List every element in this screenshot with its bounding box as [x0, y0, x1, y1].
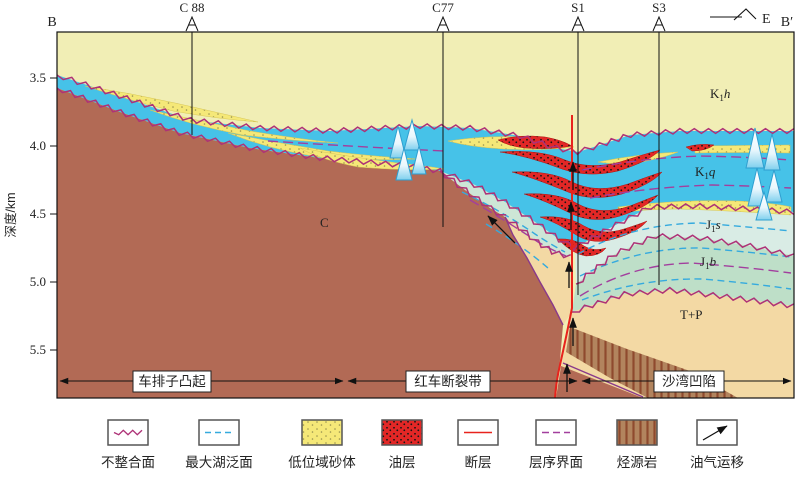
unconformity-line — [439, 170, 794, 252]
unit-label-tp: T+P — [680, 307, 703, 322]
migration-arrows — [487, 161, 577, 392]
unconformity-line — [575, 232, 794, 285]
zone-label-box — [653, 370, 725, 393]
unconformity-icon — [113, 429, 143, 436]
fan-delta-icon — [755, 190, 773, 221]
unconformity-line — [572, 286, 794, 313]
legend-swatch-lowstand-sand — [301, 419, 343, 446]
zone-spans: 车排子凸起 红车断裂带 沙湾凹陷 — [59, 370, 792, 393]
zone-label: 沙湾凹陷 — [662, 373, 716, 389]
well-derrick-icon — [652, 15, 666, 32]
legend-label: 烃源岩 — [617, 455, 658, 470]
unconformity-lines — [57, 74, 794, 313]
legend-label: 不整合面 — [101, 455, 155, 470]
sequence-boundary-line — [579, 262, 792, 297]
sequence-boundary-line — [267, 140, 446, 152]
unit-label-k1q: K1q — [695, 164, 716, 181]
section-body — [57, 32, 794, 398]
max-flooding-line — [579, 247, 792, 277]
well-derrick-icon — [436, 15, 450, 32]
fan-delta-icon — [745, 127, 765, 169]
sand-lens — [149, 109, 339, 144]
well-bores — [191, 32, 660, 295]
well-derrick-icon — [185, 15, 199, 32]
zone-label: 车排子凸起 — [138, 373, 206, 389]
max-flooding-line — [577, 222, 792, 255]
well-derrick-icon — [571, 15, 585, 32]
unconformity-line — [57, 87, 507, 216]
sequence-boundary-line — [589, 184, 792, 199]
legend-label: 低位域砂体 — [288, 455, 356, 470]
sequence-boundary-line — [581, 155, 792, 171]
axis-tick-label: 3.5 — [30, 70, 46, 85]
axis-tick-label: 5.0 — [30, 274, 46, 289]
legend-label: 油气运移 — [690, 455, 744, 470]
fan-delta-icon — [747, 167, 767, 207]
unit-label-c: C — [320, 215, 329, 230]
unit-j1s — [575, 206, 794, 284]
legend-label: 最大湖泛面 — [185, 455, 253, 470]
zone-label-box — [132, 370, 212, 393]
sequence-boundary-line — [469, 199, 567, 257]
legend-label: 油层 — [389, 455, 416, 470]
migration-icon — [702, 425, 728, 441]
oil-lens — [685, 144, 715, 152]
endpoint-label-right: B′ — [781, 15, 793, 30]
legend-label: 层序界面 — [529, 455, 583, 470]
depth-axis: 3.5 4.0 4.5 5.0 5.5 深度/km — [3, 70, 57, 357]
fan-delta-icon — [395, 147, 413, 181]
sand-lens — [84, 85, 259, 123]
unit-k1q — [57, 75, 794, 248]
legend: 不整合面 最大湖泛面 低位域砂体 油层 断层 层序界面 烃源岩 油气运移 — [101, 419, 744, 470]
fan-delta-icons — [389, 118, 783, 221]
migration-arrow — [487, 215, 516, 244]
unconformity-line — [57, 74, 794, 156]
well-headers: C 88 C77 S1 S3 — [180, 0, 666, 32]
legend-label: 断层 — [465, 455, 492, 470]
fan-delta-icon — [765, 169, 783, 203]
oil-lens — [499, 149, 661, 175]
zone-label-box — [405, 370, 491, 393]
axis-title: 深度/km — [3, 192, 18, 237]
direction-label: E — [762, 12, 771, 27]
zone-label: 红车断裂带 — [414, 373, 482, 389]
endpoint-label-left: B — [47, 15, 56, 30]
legend-swatch-oil-layer — [381, 419, 423, 446]
fan-delta-icon — [389, 125, 407, 159]
unconformity-line — [504, 216, 571, 259]
well-label-s1: S1 — [571, 0, 585, 15]
well-label-s3: S3 — [652, 0, 666, 15]
unit-j-wedge — [440, 171, 575, 257]
unit-carboniferous — [57, 88, 563, 398]
axis-tick-label: 4.5 — [30, 206, 46, 221]
well-label-c77: C77 — [432, 0, 454, 15]
axis-tick-label: 5.5 — [30, 342, 46, 357]
legend-swatch-source-rock — [616, 419, 658, 446]
section-frame — [56, 31, 795, 399]
east-direction-icon — [710, 8, 757, 21]
fan-delta-icon — [763, 133, 781, 171]
unit-tp-west-wedge — [505, 217, 572, 325]
carboniferous-edge-line — [504, 216, 564, 326]
well-label-c88: C 88 — [180, 0, 205, 15]
sand-lens — [694, 144, 791, 154]
unit-label-j1s: J1s — [706, 217, 721, 234]
sequence-boundaries — [267, 140, 792, 297]
fan-delta-icon — [403, 118, 421, 151]
axis-tick-label: 4.0 — [30, 138, 46, 153]
max-flooding-line — [461, 191, 566, 253]
unit-label-k1h: K1h — [710, 86, 730, 103]
unit-label-j1b: J1b — [700, 254, 717, 271]
fan-delta-icon — [411, 145, 427, 175]
